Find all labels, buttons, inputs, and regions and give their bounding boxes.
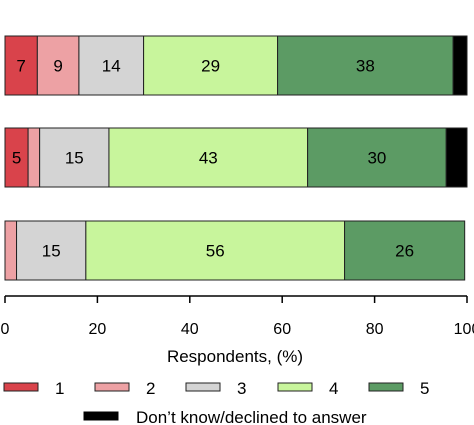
bar-segment xyxy=(85,220,346,281)
legend-item: 2 xyxy=(94,379,155,398)
legend-label: 4 xyxy=(329,379,338,398)
x-tick-label: 100 xyxy=(454,321,474,338)
legend-item: 1 xyxy=(3,379,64,398)
x-tick-label: 40 xyxy=(181,321,199,338)
legend-label: 5 xyxy=(420,379,429,398)
x-tick-label: 60 xyxy=(273,321,291,338)
x-tick-label: 20 xyxy=(89,321,107,338)
legend-swatch xyxy=(277,382,313,392)
legend-swatch xyxy=(185,382,221,392)
segment-value-label: 14 xyxy=(102,57,121,76)
bar-segment xyxy=(307,127,447,188)
segment-value-label: 15 xyxy=(42,242,61,261)
x-tick-label: 80 xyxy=(366,321,384,338)
bar-segment xyxy=(445,127,468,188)
bar-segment xyxy=(36,35,80,96)
legend-label: 2 xyxy=(146,379,155,398)
bar-segment xyxy=(344,220,466,281)
bar-segment xyxy=(108,127,309,188)
segment-value-label: 5 xyxy=(12,149,21,168)
bar-segment xyxy=(143,35,279,96)
legend-item: Don’t know/declined to answer xyxy=(83,408,367,425)
legend: 1 2 3 4 5 Don’t know/declined to answer xyxy=(3,379,429,425)
x-tick-label: 0 xyxy=(1,321,10,338)
bar-segment xyxy=(39,127,110,188)
x-axis: 0 20 40 60 80 100 xyxy=(1,295,474,338)
segment-value-label: 38 xyxy=(356,57,375,76)
bar-segment xyxy=(277,35,454,96)
bar-segment xyxy=(4,220,18,281)
bar-segment xyxy=(4,35,38,96)
legend-swatch xyxy=(83,411,119,421)
segment-value-label: 26 xyxy=(395,242,414,261)
legend-swatch xyxy=(94,382,130,392)
segment-value-label: 7 xyxy=(16,57,25,76)
bar-segment xyxy=(452,35,468,96)
segment-value-label: 43 xyxy=(199,149,218,168)
segment-value-label: 30 xyxy=(367,149,386,168)
segment-value-label: 56 xyxy=(206,242,225,261)
legend-swatch xyxy=(368,382,404,392)
x-axis-title: Respondents, (%) xyxy=(167,347,303,366)
legend-item: 5 xyxy=(368,379,429,398)
segment-value-label: 15 xyxy=(65,149,84,168)
bars-layer: 7 9 14 29 38 5 15 43 30 15 56 26 xyxy=(4,35,468,281)
legend-swatch xyxy=(3,382,39,392)
legend-label: 1 xyxy=(55,379,64,398)
bar-1: 7 9 14 29 38 xyxy=(4,35,468,96)
bar-3: 15 56 26 xyxy=(4,220,466,281)
legend-label: 3 xyxy=(237,379,246,398)
bar-segment xyxy=(78,35,145,96)
bar-2: 5 15 43 30 xyxy=(4,127,468,188)
bar-segment xyxy=(27,127,41,188)
legend-item: 4 xyxy=(277,379,338,398)
segment-value-label: 9 xyxy=(53,57,62,76)
legend-item: 3 xyxy=(185,379,246,398)
legend-label: Don’t know/declined to answer xyxy=(136,408,367,425)
bar-segment xyxy=(16,220,87,281)
segment-value-label: 29 xyxy=(201,57,220,76)
